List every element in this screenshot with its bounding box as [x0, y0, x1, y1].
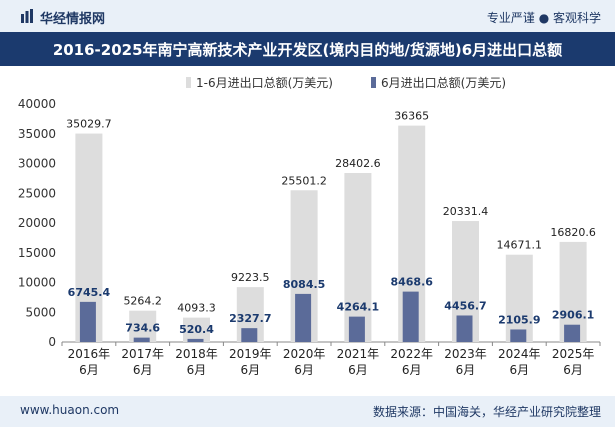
legend-swatch [371, 77, 376, 88]
y-tick-label: 35000 [18, 127, 56, 141]
y-tick-label: 5000 [25, 305, 56, 319]
cumulative-bar [344, 173, 372, 342]
cumulative-value-label: 5264.2 [123, 295, 162, 308]
x-tick-label: 2023年 6月 [444, 347, 487, 377]
legend-swatch [186, 77, 191, 88]
cumulative-value-label: 14671.1 [497, 239, 543, 252]
monthly-value-label: 8084.5 [283, 278, 325, 291]
footer-bar: www.huaon.com 数据来源：中国海关，华经产业研究院整理 [0, 396, 615, 427]
x-tick-label: 2018年 6月 [175, 347, 218, 377]
monthly-bar [187, 338, 204, 342]
cumulative-value-label: 28402.6 [335, 157, 381, 170]
y-tick-label: 15000 [18, 246, 56, 260]
brand-name: 华经情报网 [40, 12, 106, 27]
monthly-bar [402, 291, 419, 342]
bar-chart: 1-6月进出口总额(万美元) 6月进出口总额(万美元) 0 5000 10000 1500… [18, 76, 601, 377]
y-tick-label: 25000 [18, 186, 56, 200]
legend-label: 6月进出口总额(万美元) [381, 76, 506, 90]
title-bar: 2016-2025年南宁高新技术产业开发区(境内目的地/货源地)6月进出口总额 [0, 32, 615, 66]
monthly-bar [79, 301, 96, 342]
monthly-bar [295, 293, 312, 342]
monthly-bar [456, 315, 473, 342]
brand-tagline: 专业严谨 ● 客观科学 [486, 11, 601, 25]
cumulative-value-label: 20331.4 [443, 205, 489, 218]
y-tick-label: 40000 [18, 97, 56, 111]
x-tick-label: 2022年 6月 [390, 347, 433, 377]
data-source: 数据来源：中国海关，华经产业研究院整理 [372, 405, 601, 419]
cumulative-bar [505, 254, 533, 342]
x-tick-label: 2017年 6月 [121, 347, 164, 377]
monthly-value-label: 8468.6 [390, 276, 433, 289]
header-bar: 华经情报网 专业严谨 ● 客观科学 [0, 0, 615, 32]
cumulative-value-label: 16820.6 [550, 226, 596, 239]
monthly-value-label: 4456.7 [444, 299, 486, 312]
x-tick-label: 2025年 6月 [552, 347, 595, 377]
cumulative-bar [129, 310, 157, 342]
chart-title: 2016-2025年南宁高新技术产业开发区(境内目的地/货源地)6月进出口总额 [52, 41, 563, 59]
cumulative-value-label: 36365 [394, 110, 429, 123]
x-tick-label: 2024年 6月 [498, 347, 541, 377]
cumulative-bar [183, 317, 210, 342]
x-tick-label: 2019年 6月 [229, 347, 272, 377]
monthly-bar [133, 337, 150, 342]
monthly-bar [348, 316, 365, 342]
cumulative-value-label: 25501.2 [281, 174, 327, 187]
y-tick-label: 10000 [18, 276, 56, 290]
monthly-value-label: 4264.1 [337, 301, 379, 314]
monthly-value-label: 2906.1 [552, 309, 594, 322]
monthly-value-label: 2327.7 [229, 312, 271, 325]
bar-chart-logo-icon [21, 9, 33, 23]
monthly-bar [564, 324, 581, 342]
x-tick-label: 2020年 6月 [283, 347, 326, 377]
website-url: www.huaon.com [20, 403, 120, 417]
y-tick-label: 30000 [18, 157, 56, 171]
monthly-value-label: 734.6 [125, 322, 160, 335]
cumulative-value-label: 4093.3 [177, 302, 216, 315]
cumulative-value-label: 9223.5 [231, 271, 270, 284]
legend-label: 1-6月进出口总额(万美元) [196, 76, 333, 90]
cumulative-value-label: 35029.7 [66, 118, 112, 131]
monthly-value-label: 2105.9 [498, 313, 540, 326]
monthly-bar [241, 328, 258, 342]
y-tick-label: 0 [48, 335, 56, 349]
monthly-value-label: 6745.4 [68, 286, 111, 299]
y-tick-label: 20000 [18, 216, 56, 230]
x-tick-label: 2021年 6月 [337, 347, 380, 377]
monthly-bar [510, 329, 527, 342]
x-tick-label: 2016年 6月 [68, 347, 111, 377]
monthly-value-label: 520.4 [179, 323, 214, 336]
